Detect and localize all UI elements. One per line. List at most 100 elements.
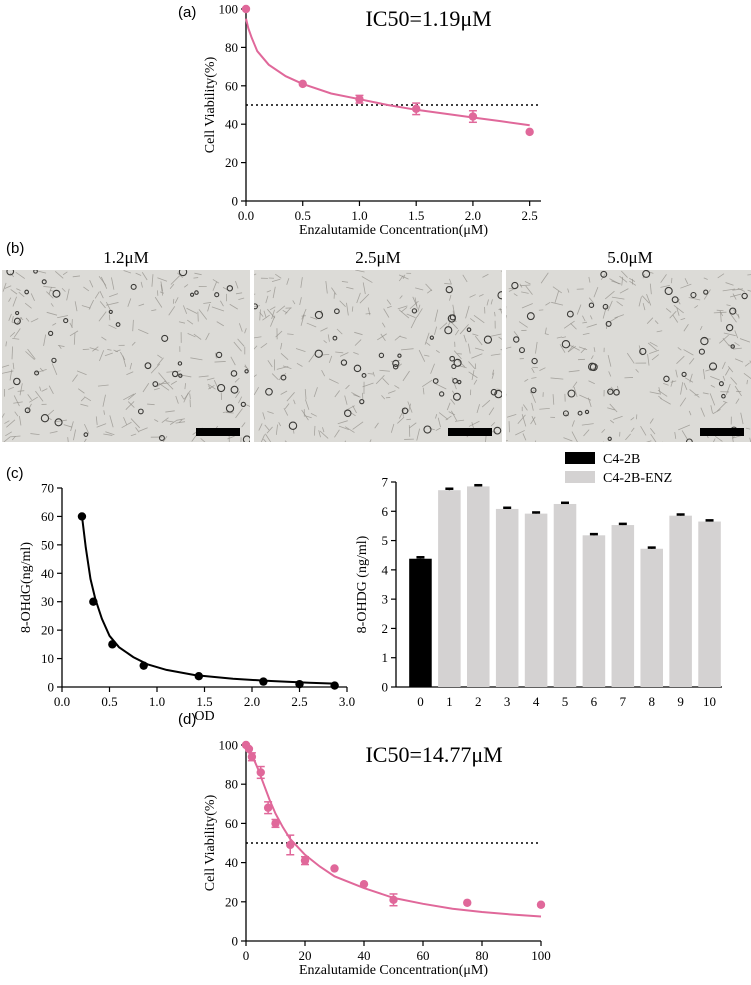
y-tick-label: 80 bbox=[225, 777, 238, 792]
cell-outline bbox=[572, 381, 578, 388]
fit-curve bbox=[81, 516, 335, 685]
cell-outline bbox=[544, 327, 547, 334]
round-cell bbox=[41, 279, 47, 285]
cell-outline bbox=[676, 307, 680, 316]
y-tick-label: 0 bbox=[232, 194, 239, 209]
round-cell bbox=[240, 401, 246, 407]
cell-outline bbox=[30, 293, 35, 301]
cell-outline bbox=[712, 409, 721, 415]
round-cell bbox=[24, 407, 31, 414]
cell-outline bbox=[459, 324, 469, 335]
cell-outline bbox=[233, 341, 242, 352]
cell-outline bbox=[336, 328, 343, 335]
round-cell bbox=[526, 312, 535, 321]
cell-outline bbox=[679, 397, 687, 407]
cell-outline bbox=[4, 285, 12, 289]
cell-outline bbox=[740, 412, 744, 425]
round-cell bbox=[34, 370, 40, 376]
cell-outline bbox=[275, 424, 278, 435]
cell-outline bbox=[425, 342, 431, 346]
cell-outline bbox=[445, 415, 452, 421]
cell-outline bbox=[99, 301, 106, 309]
cell-outline bbox=[97, 384, 109, 387]
round-cell bbox=[562, 410, 569, 417]
round-cell bbox=[359, 399, 365, 405]
data-point bbox=[271, 819, 280, 828]
round-cell bbox=[401, 407, 409, 415]
cell-outline bbox=[361, 276, 373, 283]
cell-outline bbox=[416, 308, 423, 318]
chart-a: 0 20 40 60 80 100 0.0 0.5 1.0 1.5 2.0 2.5 Enzalutami… bbox=[203, 2, 541, 238]
cell-outline bbox=[175, 395, 179, 404]
cell-outline bbox=[2, 282, 7, 292]
cell-outline bbox=[515, 430, 525, 436]
cell-outline bbox=[184, 284, 189, 288]
x-tick-label: 2.0 bbox=[465, 208, 481, 223]
cell-outline bbox=[304, 389, 307, 400]
cell-outline bbox=[80, 397, 85, 402]
cell-outline bbox=[476, 404, 480, 414]
cell-outline bbox=[310, 316, 318, 320]
cell-outline bbox=[414, 297, 418, 309]
cell-outline bbox=[10, 289, 18, 295]
cell-outline bbox=[156, 357, 164, 366]
cell-outline bbox=[462, 274, 468, 283]
cell-outline bbox=[408, 403, 412, 412]
round-cell bbox=[397, 353, 402, 358]
cell-outline bbox=[386, 305, 392, 309]
cell-outline bbox=[105, 431, 115, 436]
legend-swatch bbox=[565, 471, 595, 483]
cell-outline bbox=[107, 349, 112, 351]
cell-outline bbox=[234, 377, 240, 383]
round-cell bbox=[567, 389, 576, 398]
chart-c-right: 0 1 2 3 4 5 6 7 0 1 2 3 4 5 6 7 8 9 10 8-OHDG (ng/ml) C4-2B C… bbox=[355, 452, 722, 709]
cell-outline bbox=[733, 347, 742, 350]
cell-outline bbox=[469, 318, 476, 323]
cell-outline bbox=[588, 380, 595, 385]
round-cell bbox=[423, 425, 432, 434]
cell-outline bbox=[672, 314, 679, 323]
round-cell bbox=[513, 336, 520, 343]
cell-outline bbox=[284, 307, 292, 315]
round-cell bbox=[13, 377, 21, 386]
cell-outline bbox=[398, 275, 404, 282]
round-cell bbox=[13, 317, 21, 325]
round-cell bbox=[353, 364, 362, 373]
cell-outline bbox=[278, 422, 282, 427]
x-tick-label: 6 bbox=[591, 694, 598, 709]
cell-outline bbox=[9, 272, 15, 278]
cell-outline bbox=[207, 383, 216, 390]
cell-outline bbox=[375, 375, 385, 385]
cell-outline bbox=[609, 403, 618, 413]
cell-outline bbox=[607, 300, 613, 312]
bar bbox=[669, 515, 692, 687]
cell-outline bbox=[168, 306, 176, 316]
round-cell bbox=[392, 359, 400, 367]
round-cell bbox=[530, 387, 537, 394]
cell-outline bbox=[439, 322, 448, 330]
cell-outline bbox=[521, 303, 533, 309]
cell-outline bbox=[186, 307, 198, 314]
round-cell bbox=[178, 270, 188, 277]
cell-outline bbox=[677, 347, 682, 351]
cell-outline bbox=[561, 336, 567, 339]
cell-outline bbox=[490, 353, 501, 356]
round-cell bbox=[700, 336, 709, 346]
cell-outline bbox=[200, 438, 206, 442]
cell-outline bbox=[544, 333, 549, 335]
cell-outline bbox=[531, 367, 535, 374]
cell-outline bbox=[207, 303, 211, 312]
cell-outline bbox=[66, 288, 70, 301]
cell-outline bbox=[266, 426, 273, 434]
cell-outline bbox=[127, 298, 132, 307]
cell-outline bbox=[13, 328, 21, 338]
cell-outline bbox=[235, 280, 239, 289]
cell-outline bbox=[353, 351, 359, 355]
x-tick-label: 3 bbox=[504, 694, 511, 709]
cell-outline bbox=[177, 373, 183, 377]
cell-outline bbox=[525, 285, 533, 295]
cell-outline bbox=[579, 394, 592, 401]
cell-outline bbox=[601, 428, 606, 433]
cell-outline bbox=[660, 397, 671, 405]
cell-outline bbox=[328, 378, 339, 384]
